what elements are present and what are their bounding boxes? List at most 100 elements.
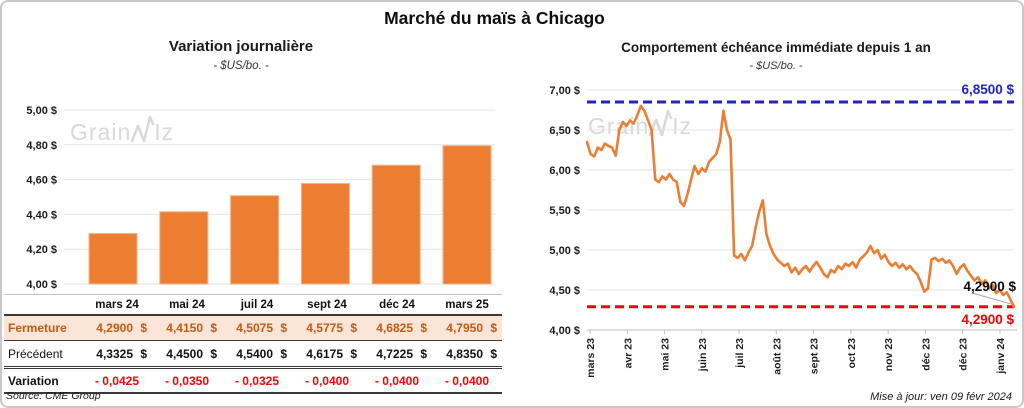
grainwiz-watermark: Grain Iz xyxy=(70,114,174,145)
value-cell: 4,7950 $ xyxy=(432,321,502,335)
row-label: Variation xyxy=(8,373,59,388)
y-axis-tick-label: 7,00 $ xyxy=(549,85,580,97)
x-axis-tick-label: juil 23 xyxy=(734,338,746,369)
currency-sign: $ xyxy=(350,346,357,361)
bar-juil 24 xyxy=(230,195,280,285)
value-cell: 4,4500 $ xyxy=(152,347,222,361)
table-header-row: mars 24 mai 24 juil 24 sept 24 déc 24 mars 25 xyxy=(4,295,502,316)
currency-sign: $ xyxy=(210,346,217,361)
y-axis-tick-label: 4,20 $ xyxy=(26,244,57,256)
table-row-precedent: Précédent 4,3325 $4,4500 $4,5400 $4,6175 $4,7… xyxy=(4,341,502,369)
y-axis-tick-label: 5,50 $ xyxy=(549,205,580,217)
value-cell: - 0,0400 xyxy=(362,374,432,388)
bar-déc 24 xyxy=(371,164,421,285)
x-axis-tick-label: mai 23 xyxy=(660,338,672,371)
cell-number: 4,2900 xyxy=(96,321,133,335)
cell-number: - 0,0325 xyxy=(234,373,280,388)
line-chart-title: Comportement échéance immédiate depuis 1… xyxy=(621,40,931,55)
update-note: Mise à jour: ven 09 févr 2024 xyxy=(870,391,1012,403)
cell-number: 4,6825 xyxy=(376,321,413,335)
cell-number: 4,3325 xyxy=(96,346,133,361)
cell-number: 4,7950 xyxy=(446,321,483,335)
value-cell: 4,6825 $ xyxy=(362,321,432,335)
watermark-text-iz: Iz xyxy=(672,113,693,139)
bar-chart-subtitle: - $US/bo. - xyxy=(213,60,269,72)
row-label: Fermeture xyxy=(8,321,67,335)
x-axis-tick-label: déc 23 xyxy=(920,338,932,371)
cell-number: - 0,0425 xyxy=(94,373,140,388)
value-cell: 4,4150 $ xyxy=(152,321,222,335)
x-axis-tick-label: avr 23 xyxy=(622,338,634,369)
currency-sign: $ xyxy=(490,346,497,361)
column-header: mars 25 xyxy=(445,298,489,311)
watermark-text-grain: Grain xyxy=(70,119,132,145)
watermark-text-iz: Iz xyxy=(154,119,175,145)
value-cell: - 0,0400 xyxy=(432,374,502,388)
bar-mars 24 xyxy=(88,233,138,285)
ref-line-label: 6,8500 $ xyxy=(961,82,1014,97)
bar-sept 24 xyxy=(300,183,350,285)
bar-chart: 5,00 $ 4,80 $ 4,60 $ 4,40 $ 4,20 $ 4,00 $ xyxy=(26,105,495,291)
cell-number: 4,5775 xyxy=(306,321,343,335)
y-axis-tick-label: 4,00 $ xyxy=(549,325,580,337)
currency-sign: $ xyxy=(420,321,427,335)
value-cell: 4,3325 $ xyxy=(82,347,152,361)
value-cell: 4,5400 $ xyxy=(222,347,292,361)
value-cell: - 0,0400 xyxy=(292,374,362,388)
cell-number: 4,5075 xyxy=(236,321,273,335)
y-axis-tick-label: 4,40 $ xyxy=(26,209,57,221)
cell-number: - 0,0350 xyxy=(164,373,210,388)
y-axis-tick-label: 4,00 $ xyxy=(26,279,57,291)
ref-line-label: 4,2900 $ xyxy=(961,312,1014,327)
row-label: Précédent xyxy=(8,346,63,361)
bar-chart-title: Variation journalière xyxy=(168,38,314,55)
value-cell: 4,6175 $ xyxy=(292,347,362,361)
y-axis-tick-label: 4,50 $ xyxy=(549,285,580,297)
line-chart-subtitle: - $US/bo. - xyxy=(749,60,803,72)
currency-sign: $ xyxy=(420,346,427,361)
x-axis-tick-label: nov 23 xyxy=(883,338,895,371)
value-cell: 4,5775 $ xyxy=(292,321,362,335)
price-table: mars 24 mai 24 juil 24 sept 24 déc 24 mars 25… xyxy=(4,294,502,394)
x-axis-tick-label: juin 23 xyxy=(697,338,709,372)
x-axis-tick-label: déc 23 xyxy=(958,338,970,371)
currency-sign: $ xyxy=(210,321,217,335)
line-spike-icon xyxy=(648,109,673,137)
table-row-fermeture: Fermeture 4,2900 $4,4150 $4,5075 $4,5775 $4,6… xyxy=(4,316,502,341)
column-header: déc 24 xyxy=(379,298,415,311)
currency-sign: $ xyxy=(280,346,287,361)
last-price-label: 4,2900 $ xyxy=(963,279,1016,294)
line-chart: 7,00 $ 6,50 $ 6,00 $ 5,50 $ 5,00 $ 4,50 $ 4,00… xyxy=(549,82,1017,378)
column-header: mai 24 xyxy=(169,298,205,311)
y-axis-tick-label: 6,50 $ xyxy=(549,125,580,137)
line-spike-icon xyxy=(130,115,155,143)
currency-sign: $ xyxy=(140,346,147,361)
value-cell: - 0,0350 xyxy=(152,374,222,388)
x-axis-tick-label: sept 23 xyxy=(809,338,821,374)
cell-number: 4,5400 xyxy=(236,346,273,361)
value-cell: 4,5075 $ xyxy=(222,321,292,335)
value-cell: 4,7225 $ xyxy=(362,347,432,361)
table-row-variation: Variation - 0,0425 - 0,0350 - 0,0325 - 0,040… xyxy=(4,369,502,394)
currency-sign: $ xyxy=(350,321,357,335)
x-axis-tick-label: août 23 xyxy=(771,338,783,375)
cell-number: 4,7225 xyxy=(376,346,413,361)
value-cell: 4,8350 $ xyxy=(432,347,502,361)
value-cell: - 0,0425 xyxy=(82,374,152,388)
currency-sign: $ xyxy=(490,321,497,335)
x-axis-tick-label: mars 23 xyxy=(585,338,597,378)
value-cell: - 0,0325 xyxy=(222,374,292,388)
cell-number: 4,8350 xyxy=(446,346,483,361)
y-axis-tick-label: 6,00 $ xyxy=(549,165,580,177)
column-header: sept 24 xyxy=(307,298,347,311)
currency-sign: $ xyxy=(140,321,147,335)
cell-number: - 0,0400 xyxy=(374,373,420,388)
cell-number: 4,4500 xyxy=(166,346,203,361)
leader-line xyxy=(971,292,1015,306)
x-axis-tick-label: janv 24 xyxy=(995,338,1007,375)
column-header: juil 24 xyxy=(240,298,274,311)
y-axis-tick-label: 5,00 $ xyxy=(549,245,580,257)
page-title: Marché du maïs à Chicago xyxy=(384,8,605,28)
value-cell: 4,2900 $ xyxy=(82,321,152,335)
